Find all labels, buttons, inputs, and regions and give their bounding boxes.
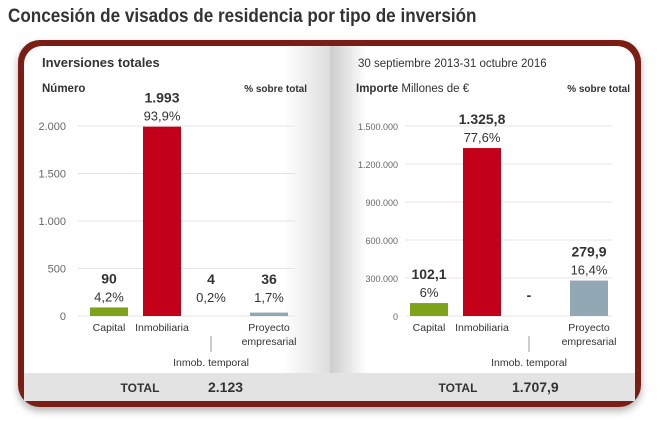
category-label: Inmobiliaria: [455, 322, 509, 334]
value-label: -: [527, 287, 532, 303]
y-tick-label: 1.000: [38, 216, 66, 228]
pct-value-label: 4,2%: [94, 289, 124, 304]
pct-value-label: 93,9%: [144, 109, 181, 124]
total-band: [330, 373, 635, 401]
value-label: 1.993: [144, 90, 179, 106]
bar-capital: [410, 303, 448, 316]
y-tick-label: 0: [60, 311, 66, 323]
bar-inmobiliaria: [143, 126, 181, 316]
pct-value-label: 6%: [420, 285, 439, 300]
pct-label: % sobre total: [567, 84, 630, 95]
y-tick-label: 600.000: [365, 236, 398, 246]
value-label: 1.325,8: [459, 111, 506, 127]
y-tick-label: 1.200.000: [358, 160, 398, 170]
category-label: Capital: [93, 322, 126, 334]
pct-value-label: 16,4%: [571, 263, 608, 278]
total-value: 1.707,9: [512, 379, 559, 395]
pct-label: % sobre total: [244, 84, 307, 95]
y-tick-label: 300.000: [365, 274, 398, 284]
page-title: Concesión de visados de residencia por t…: [8, 6, 477, 27]
total-value: 2.123: [208, 379, 243, 395]
bar-inmobiliaria: [463, 148, 501, 316]
value-label: 36: [261, 271, 277, 287]
bar-proyecto-empresarial: [570, 280, 608, 316]
y-axis-label: Número: [42, 83, 85, 95]
category-label: empresarial: [242, 336, 297, 348]
total-label: TOTAL: [121, 381, 160, 395]
category-label: empresarial: [562, 336, 617, 348]
pct-value-label: 0,2%: [196, 290, 226, 305]
value-label: 90: [101, 270, 117, 286]
y-tick-label: 2.000: [38, 121, 66, 133]
total-band: [24, 373, 330, 401]
y-tick-label: 900.000: [365, 198, 398, 208]
category-label: Proyecto: [248, 322, 290, 334]
pct-value-label: 1,7%: [254, 290, 284, 305]
bar-capital: [90, 307, 128, 316]
pct-value-label: 77,6%: [464, 130, 501, 145]
value-label: 102,1: [411, 266, 446, 282]
y-tick-label: 1.500: [38, 169, 66, 181]
category-label: Inmob. temporal: [173, 357, 249, 369]
value-label: 4: [207, 271, 215, 287]
category-label: Capital: [413, 322, 446, 334]
chart-title: Inversiones totales: [42, 55, 160, 70]
y-axis-unit: Millones de €: [398, 83, 470, 95]
chart-date-range: 30 septiembre 2013-31 octubre 2016: [358, 58, 547, 70]
total-label: TOTAL: [439, 381, 478, 395]
y-tick-label: 1.500.000: [358, 122, 398, 132]
y-tick-label: 500: [48, 264, 66, 276]
category-label: Inmobiliaria: [135, 322, 189, 334]
y-tick-label: 0: [393, 312, 398, 322]
value-label: 279,9: [571, 244, 606, 260]
y-axis-label: Importe Millones de €: [356, 83, 470, 95]
category-label: Inmob. temporal: [491, 357, 567, 369]
category-label: Proyecto: [568, 322, 610, 334]
bar-proyecto-empresarial: [250, 312, 288, 316]
